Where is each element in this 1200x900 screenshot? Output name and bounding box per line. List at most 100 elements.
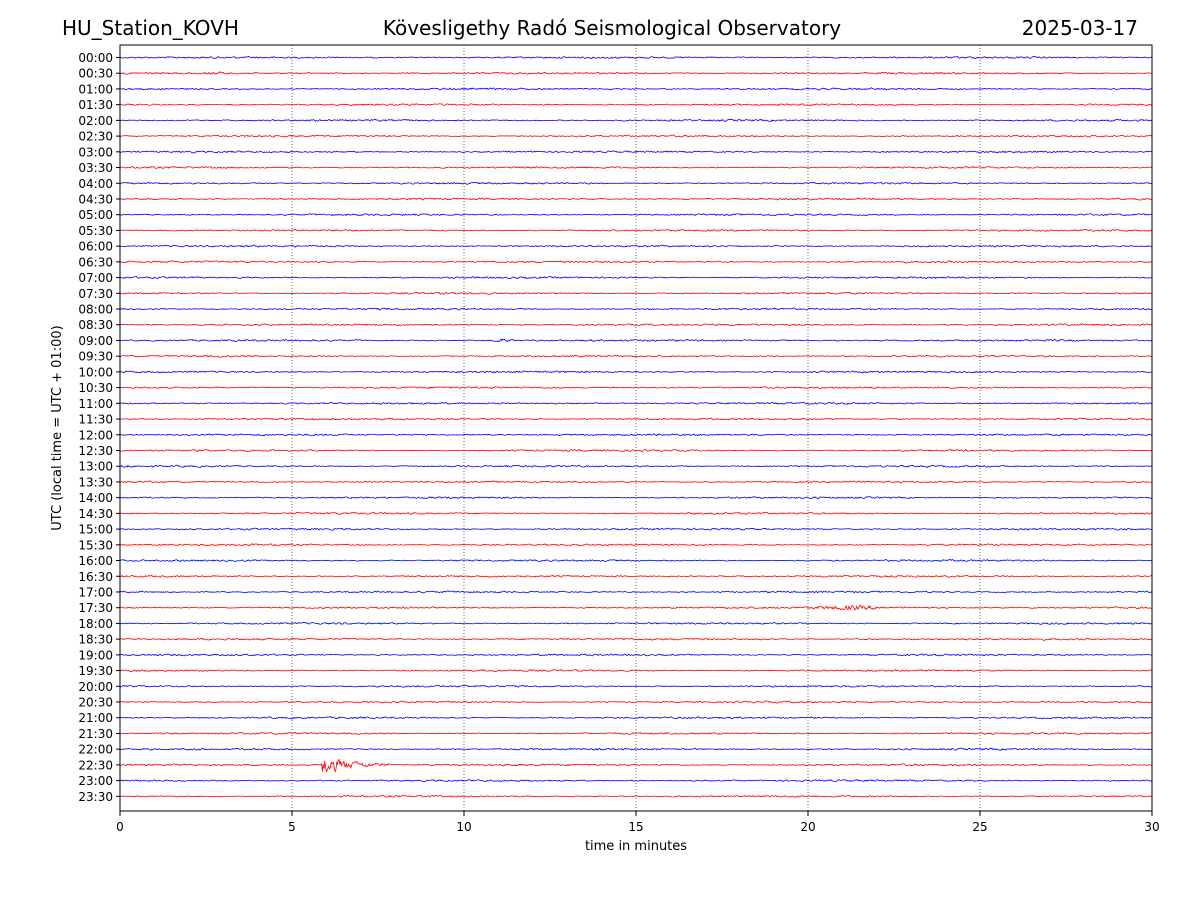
y-axis-label: UTC (local time = UTC + 01:00) xyxy=(50,325,65,530)
x-tick-label: 30 xyxy=(1144,820,1159,834)
trace-0230 xyxy=(119,134,1153,138)
trace-0500 xyxy=(119,213,1153,217)
y-tick-label: 21:00 xyxy=(78,711,113,725)
trace-1800 xyxy=(120,621,1153,625)
trace-1830 xyxy=(119,637,1153,641)
trace-0430 xyxy=(119,197,1153,201)
y-tick-label: 05:00 xyxy=(78,208,113,222)
y-tick-label: 17:30 xyxy=(78,601,113,615)
grid-lines xyxy=(291,45,981,811)
trace-0800 xyxy=(119,307,1153,311)
trace-1500 xyxy=(119,527,1153,531)
y-tick-label: 19:30 xyxy=(78,664,113,678)
y-tick-label: 00:30 xyxy=(78,67,113,81)
y-tick-label: 11:30 xyxy=(78,413,113,427)
y-tick-label: 12:00 xyxy=(78,428,113,442)
y-tick-label: 01:00 xyxy=(78,82,113,96)
y-tick-label: 19:00 xyxy=(78,648,113,662)
y-tick-label: 04:00 xyxy=(78,177,113,191)
trace-1430 xyxy=(119,511,1153,515)
station-label: HU_Station_KOVH xyxy=(62,16,239,40)
y-tick-label: 04:30 xyxy=(78,192,113,206)
trace-0030 xyxy=(119,71,1153,75)
y-tick-label: 07:00 xyxy=(78,271,113,285)
y-tick-label: 07:30 xyxy=(78,287,113,301)
y-tick-label: 01:30 xyxy=(78,98,113,112)
y-tick-label: 06:30 xyxy=(78,255,113,269)
trace-2330 xyxy=(119,794,1153,798)
x-tick-label: 15 xyxy=(628,820,643,834)
y-tick-label: 02:00 xyxy=(78,114,113,128)
trace-0100 xyxy=(119,87,1153,91)
y-tick-label: 10:30 xyxy=(78,381,113,395)
plot-frame xyxy=(119,44,1153,812)
x-tick-label: 10 xyxy=(456,820,471,834)
y-tick-label: 23:00 xyxy=(78,774,113,788)
y-tick-label: 09:30 xyxy=(78,350,113,364)
trace-0400 xyxy=(119,181,1153,185)
trace-2200 xyxy=(119,747,1153,751)
trace-2000 xyxy=(119,684,1153,688)
y-tick-label: 17:00 xyxy=(78,585,113,599)
y-tick-label: 13:30 xyxy=(78,475,113,489)
x-tick-label: 5 xyxy=(288,820,296,834)
trace-0130 xyxy=(119,103,1153,107)
y-tick-label: 03:30 xyxy=(78,161,113,175)
trace-2100 xyxy=(119,716,1153,720)
y-tick-label: 13:00 xyxy=(78,460,113,474)
trace-0930 xyxy=(119,354,1153,358)
y-tick-label: 15:00 xyxy=(78,523,113,537)
y-tick-label: 09:00 xyxy=(78,334,113,348)
date-label: 2025-03-17 xyxy=(1022,16,1138,40)
trace-0330 xyxy=(119,166,1153,169)
x-tick-label: 0 xyxy=(116,820,124,834)
y-tick-label: 15:30 xyxy=(78,538,113,552)
y-tick-label: 21:30 xyxy=(78,727,113,741)
trace-1900 xyxy=(119,653,1153,657)
y-tick-label: 20:00 xyxy=(78,680,113,694)
trace-1930 xyxy=(119,669,1153,673)
trace-0830 xyxy=(119,323,1153,327)
y-tick-label: 18:30 xyxy=(78,633,113,647)
trace-2030 xyxy=(119,700,1153,704)
y-tick-label: 11:00 xyxy=(78,397,113,411)
y-tick-label: 00:00 xyxy=(78,51,113,65)
y-tick-label: 20:30 xyxy=(78,696,113,710)
trace-0600 xyxy=(119,244,1153,248)
x-tick-label: 25 xyxy=(972,820,987,834)
trace-1130 xyxy=(119,417,1153,421)
y-tick-label: 16:30 xyxy=(78,570,113,584)
trace-1000 xyxy=(119,370,1153,374)
y-tick-label: 18:00 xyxy=(78,617,113,631)
trace-1230 xyxy=(119,448,1153,452)
trace-0300 xyxy=(119,150,1153,154)
y-tick-label: 23:30 xyxy=(78,790,113,804)
trace-1100 xyxy=(119,401,1153,405)
trace-0730 xyxy=(119,291,1153,295)
y-tick-label: 12:30 xyxy=(78,444,113,458)
y-tick-label: 06:00 xyxy=(78,240,113,254)
trace-0000 xyxy=(119,56,1153,60)
y-tick-label: 02:30 xyxy=(78,130,113,144)
y-tick-label: 08:30 xyxy=(78,318,113,332)
x-tick-group: 0 5 10 15 20 25 30 xyxy=(116,811,1160,834)
trace-1730 xyxy=(119,604,1153,611)
trace-1600 xyxy=(119,558,1153,563)
y-tick-label: 08:00 xyxy=(78,303,113,317)
trace-group xyxy=(119,56,1153,798)
trace-2130 xyxy=(119,731,1153,735)
trace-1200 xyxy=(119,433,1153,437)
y-tick-label: 05:30 xyxy=(78,224,113,238)
trace-1330 xyxy=(119,480,1153,484)
y-tick-label: 22:00 xyxy=(78,743,113,757)
trace-0700 xyxy=(119,275,1153,280)
trace-0200 xyxy=(119,118,1153,122)
x-tick-label: 20 xyxy=(800,820,815,834)
observatory-title: Kövesligethy Radó Seismological Observat… xyxy=(383,16,841,40)
trace-1530 xyxy=(119,543,1153,547)
trace-0530 xyxy=(119,228,1153,232)
y-tick-label: 14:30 xyxy=(78,507,113,521)
trace-2300 xyxy=(119,779,1153,783)
